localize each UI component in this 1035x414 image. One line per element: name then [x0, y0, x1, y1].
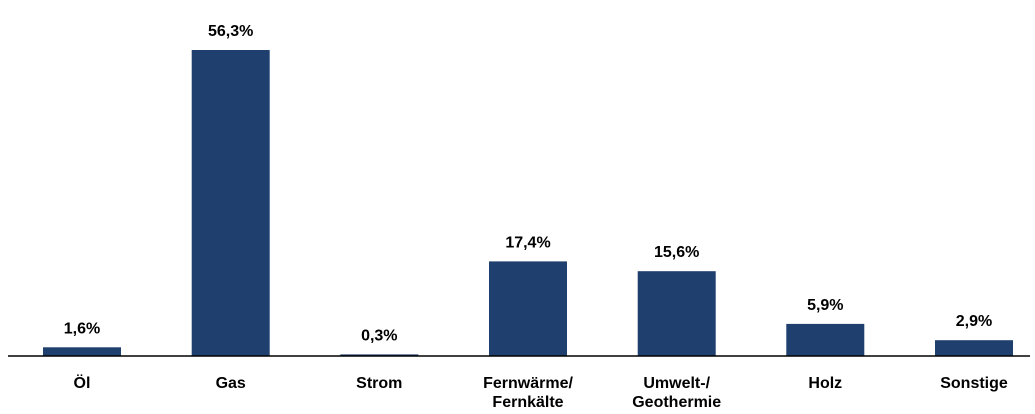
bar-4	[637, 271, 716, 356]
value-label-6: 2,9%	[956, 313, 992, 330]
bars-group	[43, 50, 1013, 356]
value-label-2: 0,3%	[361, 327, 397, 344]
value-labels-group: 1,6% 56,3% 0,3% 17,4% 15,6% 5,9% 2,9%	[64, 23, 992, 344]
category-labels-group: Öl Gas Strom Fernwärme/Fernkälte Umwelt-/ Geo…	[74, 373, 1008, 411]
category-label-0: Öl	[74, 373, 91, 392]
category-label-2: Strom	[356, 375, 402, 392]
bar-5	[786, 323, 865, 356]
category-label-5: Holz	[808, 375, 842, 392]
category-label-3-line-0: Fernwärme/	[483, 375, 573, 392]
bar-2	[340, 354, 419, 356]
bar-1	[191, 50, 270, 356]
value-label-5: 5,9%	[807, 297, 843, 314]
bar-6	[935, 340, 1013, 356]
category-label-6: Sonstige	[940, 375, 1008, 392]
value-label-1: 56,3%	[208, 23, 253, 40]
value-label-4: 15,6%	[654, 244, 699, 261]
category-label-4-line-1: Geothermie	[632, 394, 721, 411]
bar-0	[43, 347, 121, 356]
category-label-4-line-0: Umwelt-/	[643, 375, 710, 392]
bar-3	[489, 261, 567, 356]
value-label-0: 1,6%	[64, 320, 100, 337]
category-label-1: Gas	[216, 375, 246, 392]
category-label-3-line-1: Fernkälte	[492, 394, 563, 411]
value-label-3: 17,4%	[505, 234, 550, 251]
